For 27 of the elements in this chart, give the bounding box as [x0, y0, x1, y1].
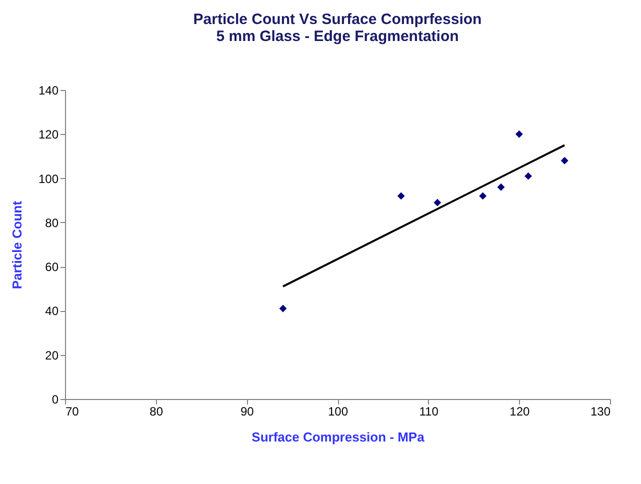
x-tick-label: 80	[150, 404, 164, 418]
x-tick-label: 120	[510, 404, 530, 418]
y-tick-label: 60	[45, 260, 59, 274]
y-tick-label: 40	[45, 304, 59, 318]
point	[434, 198, 442, 206]
point	[479, 192, 487, 200]
y-tick-label: 20	[45, 348, 59, 362]
y-tick-label: 80	[45, 216, 59, 230]
point	[560, 156, 568, 164]
x-tick-label: 110	[419, 404, 439, 418]
y-axis-title: Particle Count	[9, 200, 24, 290]
point	[279, 304, 287, 312]
x-tick-label: 100	[328, 404, 348, 418]
point	[515, 130, 523, 138]
x-tick-label: 70	[66, 404, 80, 418]
point	[524, 172, 532, 180]
y-tick-label: 140	[38, 84, 59, 98]
text: 5 mm Glass - Edge Fragmentation	[216, 28, 459, 45]
x-tick-label: 90	[240, 404, 254, 418]
text: Particle Count Vs Surface Comprfession	[193, 11, 482, 28]
y-tick-label: 120	[38, 128, 59, 142]
point	[497, 183, 505, 191]
point	[397, 192, 405, 200]
y-tick-label: 0	[52, 392, 59, 406]
x-tick-label: 130	[590, 404, 611, 418]
y-tick-label: 100	[38, 172, 59, 186]
x-axis-title: Surface Compression - MPa	[252, 430, 426, 444]
